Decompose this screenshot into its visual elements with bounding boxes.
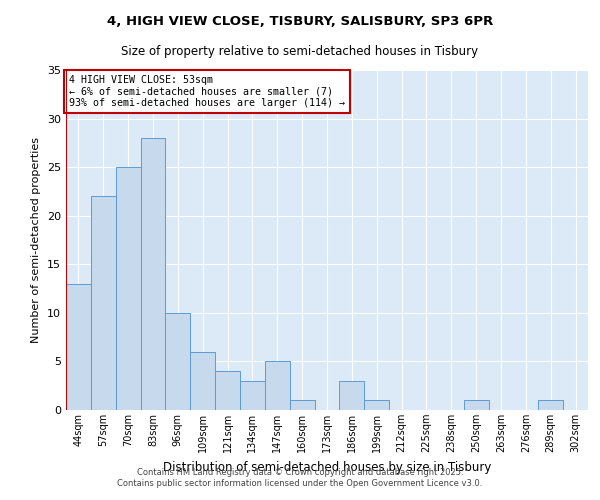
Bar: [66, 284, 91, 410]
Bar: [364, 400, 389, 410]
Text: 4 HIGH VIEW CLOSE: 53sqm
← 6% of semi-detached houses are smaller (7)
93% of sem: 4 HIGH VIEW CLOSE: 53sqm ← 6% of semi-de…: [68, 75, 344, 108]
Bar: [140, 138, 166, 410]
X-axis label: Distribution of semi-detached houses by size in Tisbury: Distribution of semi-detached houses by …: [163, 460, 491, 473]
Bar: [340, 381, 364, 410]
Bar: [190, 352, 215, 410]
Bar: [290, 400, 314, 410]
Bar: [464, 400, 488, 410]
Text: Contains HM Land Registry data © Crown copyright and database right 2025.
Contai: Contains HM Land Registry data © Crown c…: [118, 468, 482, 487]
Bar: [91, 196, 116, 410]
Bar: [265, 362, 290, 410]
Bar: [215, 371, 240, 410]
Text: Size of property relative to semi-detached houses in Tisbury: Size of property relative to semi-detach…: [121, 45, 479, 58]
Bar: [116, 167, 140, 410]
Bar: [538, 400, 563, 410]
Text: 4, HIGH VIEW CLOSE, TISBURY, SALISBURY, SP3 6PR: 4, HIGH VIEW CLOSE, TISBURY, SALISBURY, …: [107, 15, 493, 28]
Bar: [166, 313, 190, 410]
Y-axis label: Number of semi-detached properties: Number of semi-detached properties: [31, 137, 41, 343]
Bar: [240, 381, 265, 410]
